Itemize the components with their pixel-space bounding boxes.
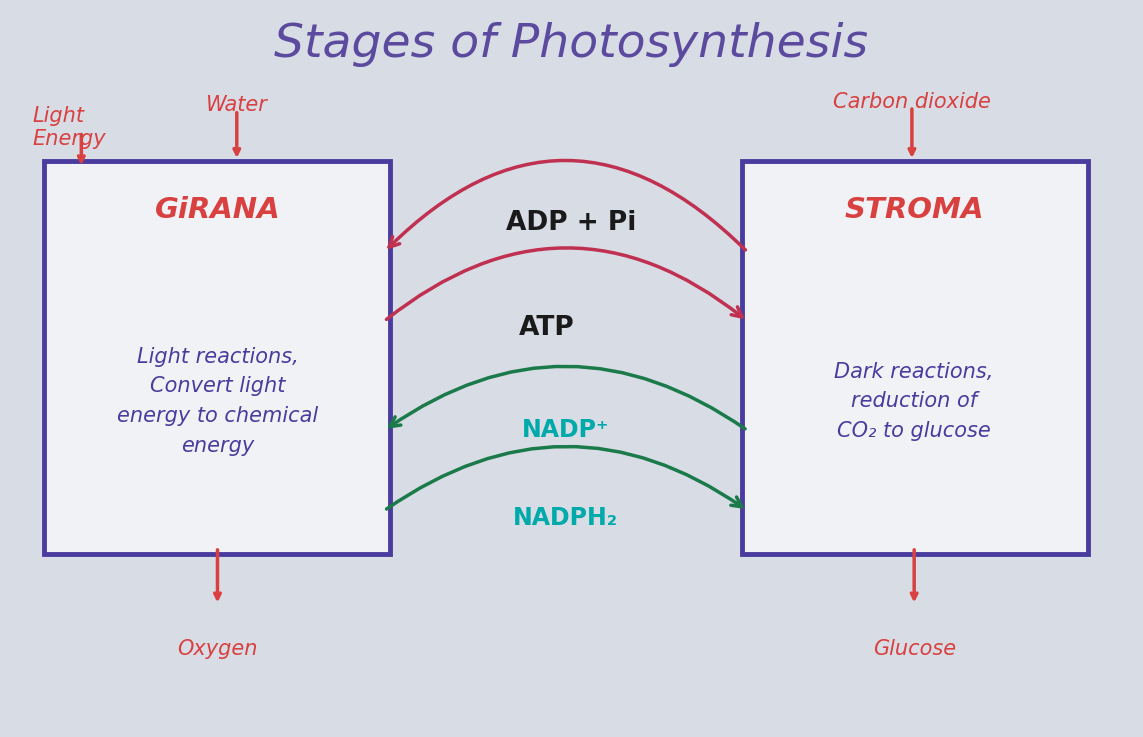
Text: Light
Energy: Light Energy (32, 106, 106, 150)
FancyArrowPatch shape (386, 447, 742, 509)
Text: Glucose: Glucose (872, 639, 956, 659)
Text: Stages of Photosynthesis: Stages of Photosynthesis (274, 22, 869, 67)
Text: GiRANA: GiRANA (154, 195, 280, 223)
Text: STROMA: STROMA (845, 195, 984, 223)
Text: Carbon dioxide: Carbon dioxide (833, 91, 991, 111)
Text: Dark reactions,
reduction of
CO₂ to glucose: Dark reactions, reduction of CO₂ to gluc… (834, 362, 994, 441)
Text: Water: Water (206, 95, 267, 115)
FancyBboxPatch shape (43, 161, 390, 554)
FancyBboxPatch shape (742, 161, 1088, 554)
FancyArrowPatch shape (386, 248, 742, 319)
Text: Oxygen: Oxygen (177, 639, 257, 659)
FancyArrowPatch shape (390, 366, 745, 429)
FancyArrowPatch shape (389, 161, 745, 250)
Text: ADP + Pi: ADP + Pi (506, 210, 637, 236)
Text: NADPH₂: NADPH₂ (513, 506, 618, 530)
Text: Light reactions,
Convert light
energy to chemical
energy: Light reactions, Convert light energy to… (117, 347, 318, 455)
Text: NADP⁺: NADP⁺ (522, 419, 609, 442)
Text: ATP: ATP (519, 315, 575, 341)
